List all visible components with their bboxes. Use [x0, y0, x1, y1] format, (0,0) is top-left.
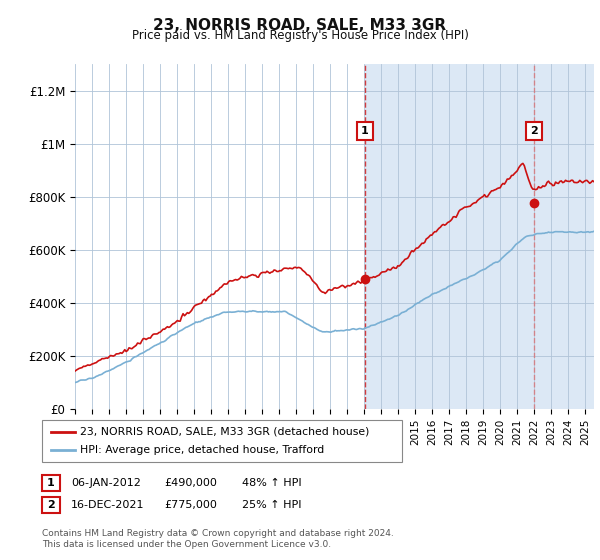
Text: 1: 1 [361, 125, 369, 136]
Text: £775,000: £775,000 [164, 500, 217, 510]
Text: Contains HM Land Registry data © Crown copyright and database right 2024.
This d: Contains HM Land Registry data © Crown c… [42, 529, 394, 549]
Text: 2: 2 [530, 125, 538, 136]
Text: 23, NORRIS ROAD, SALE, M33 3GR (detached house): 23, NORRIS ROAD, SALE, M33 3GR (detached… [80, 427, 369, 437]
Text: 1: 1 [47, 478, 55, 488]
Text: 25% ↑ HPI: 25% ↑ HPI [242, 500, 301, 510]
Text: HPI: Average price, detached house, Trafford: HPI: Average price, detached house, Traf… [80, 445, 324, 455]
Bar [365, 64, 594, 409]
Text: £490,000: £490,000 [164, 478, 217, 488]
Text: Price paid vs. HM Land Registry's House Price Index (HPI): Price paid vs. HM Land Registry's House … [131, 29, 469, 42]
Text: 16-DEC-2021: 16-DEC-2021 [71, 500, 145, 510]
Text: 23, NORRIS ROAD, SALE, M33 3GR: 23, NORRIS ROAD, SALE, M33 3GR [154, 18, 446, 33]
Text: 2: 2 [47, 500, 55, 510]
Text: 48% ↑ HPI: 48% ↑ HPI [242, 478, 301, 488]
Text: 06-JAN-2012: 06-JAN-2012 [71, 478, 140, 488]
